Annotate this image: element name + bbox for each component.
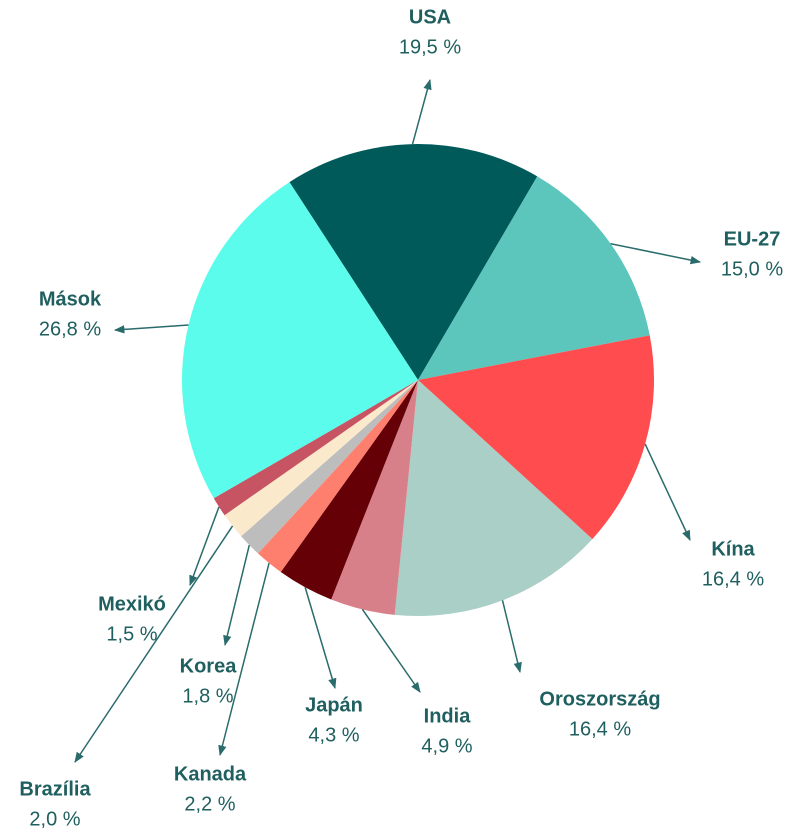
slice-value-label: 2,0 %	[29, 808, 80, 830]
slice-label: Kína	[711, 538, 755, 560]
leader-arrow	[361, 608, 421, 693]
slice-label: USA	[409, 6, 451, 28]
pie-slice	[331, 380, 418, 615]
slice-value-label: 16,4 %	[569, 718, 631, 740]
leader-arrow	[501, 600, 522, 674]
slice-value-label: 1,8 %	[182, 685, 233, 707]
slice-label: Japán	[305, 694, 363, 716]
pie-slice	[213, 380, 418, 516]
pie-slice	[289, 144, 538, 380]
slice-label: Mások	[39, 288, 102, 310]
slice-value-label: 4,9 %	[421, 735, 472, 757]
slice-label: Korea	[180, 655, 238, 677]
leader-arrow	[74, 525, 234, 763]
slice-value-label: 15,0 %	[721, 258, 783, 280]
leader-arrow	[610, 242, 702, 265]
leader-arrow	[218, 562, 270, 757]
pie-slice	[394, 380, 593, 616]
slice-label: EU-27	[724, 228, 781, 250]
slice-label: Kanada	[174, 763, 247, 785]
pie-slice	[418, 335, 654, 540]
slice-value-label: 2,2 %	[184, 793, 235, 815]
pie-slice	[257, 380, 418, 572]
pie-slice	[241, 380, 418, 554]
slice-value-label: 16,4 %	[702, 568, 764, 590]
pie-slice	[224, 380, 418, 537]
slice-value-label: 19,5 %	[399, 36, 461, 58]
slice-value-label: 1,5 %	[106, 623, 157, 645]
slice-label: Oroszország	[539, 688, 660, 710]
pie-slice	[280, 380, 418, 600]
leader-arrow	[223, 544, 251, 647]
slice-value-label: 4,3 %	[308, 724, 359, 746]
leader-arrow	[644, 443, 691, 541]
leader-arrow	[189, 506, 220, 586]
slice-label: Mexikó	[98, 593, 166, 615]
slice-value-label: 26,8 %	[39, 318, 101, 340]
slice-label: India	[424, 705, 472, 727]
pie-slice	[418, 176, 650, 380]
slice-label: Brazília	[19, 778, 91, 800]
pie-slice	[181, 182, 418, 499]
leader-arrow	[304, 587, 337, 690]
leader-arrow	[113, 324, 189, 334]
leader-arrow	[411, 78, 432, 145]
